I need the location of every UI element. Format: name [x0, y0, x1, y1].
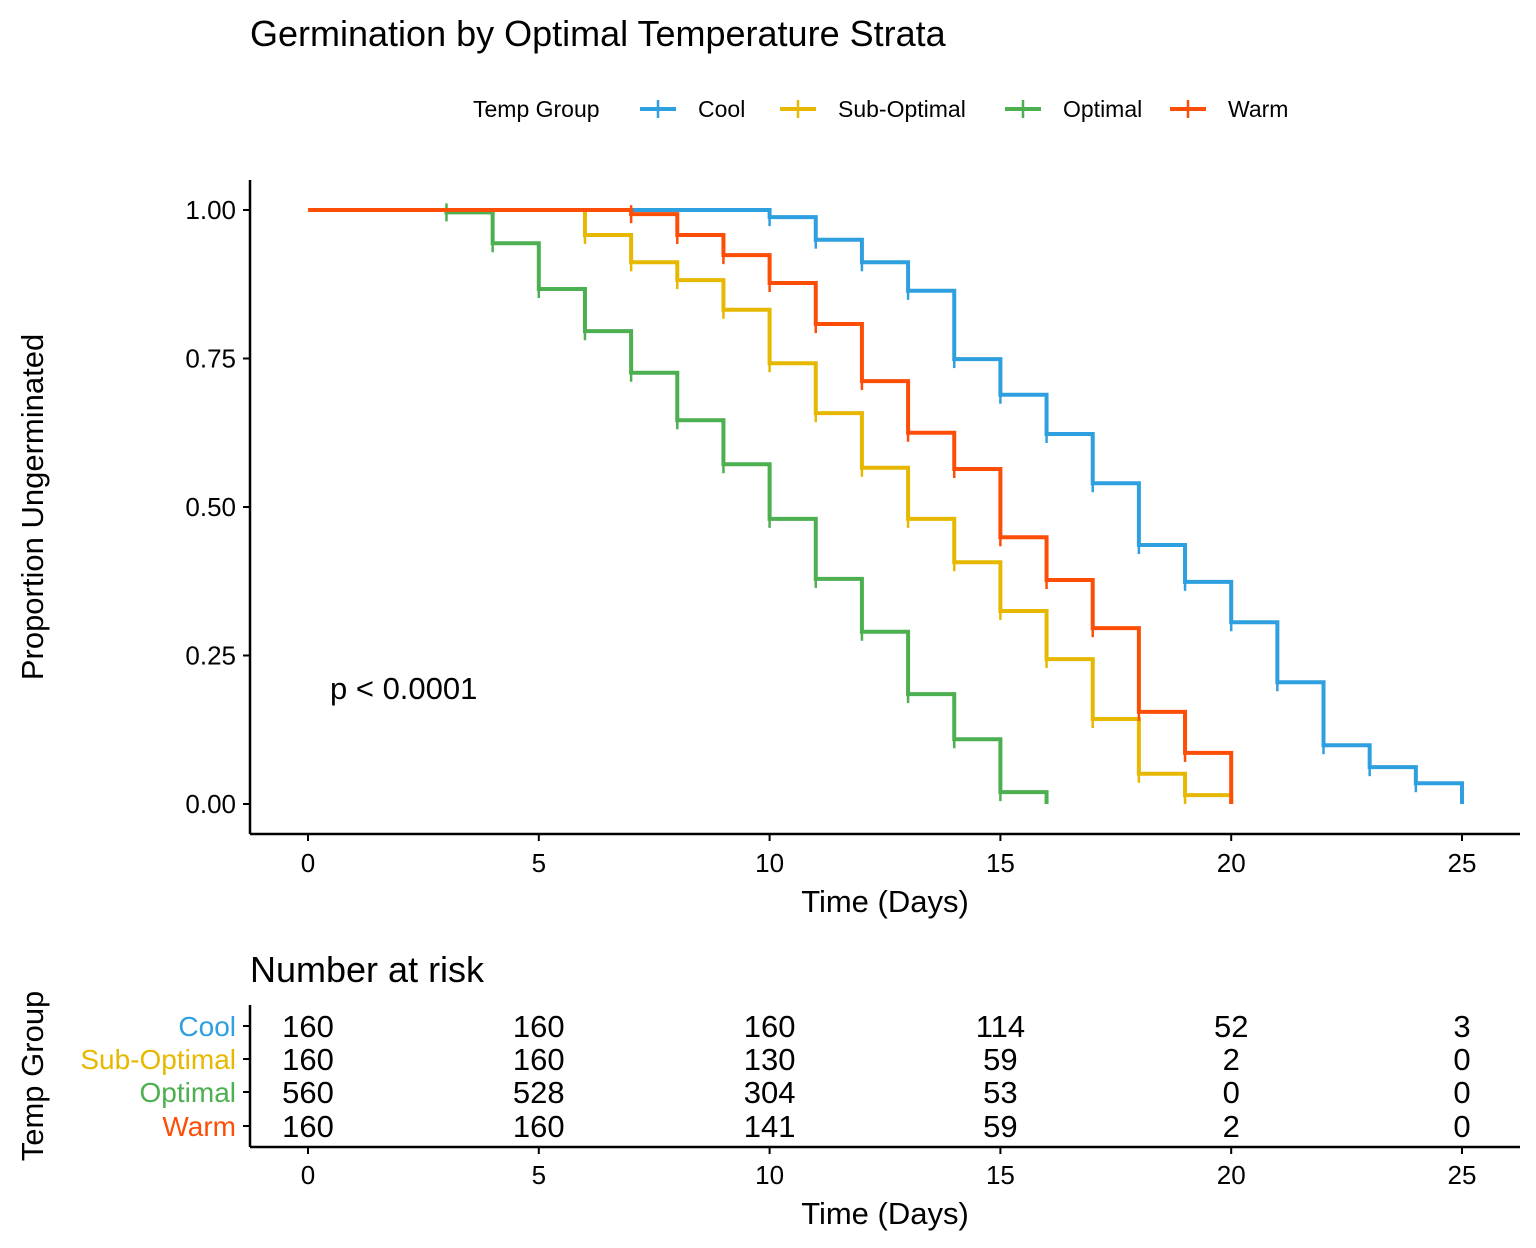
series-line-optimal	[308, 208, 1049, 804]
risk-count: 59	[983, 1109, 1017, 1144]
risk-count: 160	[744, 1009, 796, 1044]
risk-count: 0	[1453, 1042, 1470, 1077]
risk-row-label: Optimal	[140, 1077, 236, 1108]
risk-count: 304	[744, 1075, 796, 1110]
risk-count: 3	[1453, 1009, 1470, 1044]
x-tick-label: 20	[1217, 848, 1246, 878]
risk-x-tick-label: 10	[755, 1160, 784, 1190]
risk-count: 2	[1223, 1109, 1240, 1144]
x-tick-label: 5	[532, 848, 546, 878]
legend: Temp Group Cool Sub-Optimal Optimal Warm	[473, 96, 1288, 122]
risk-count: 0	[1453, 1075, 1470, 1110]
x-tick-label: 15	[986, 848, 1015, 878]
risk-count: 160	[282, 1109, 334, 1144]
y-tick-label: 0.75	[185, 344, 236, 374]
risk-row-label: Sub-Optimal	[80, 1044, 236, 1075]
y-tick-label: 0.50	[185, 492, 236, 522]
risk-count: 0	[1223, 1075, 1240, 1110]
x-tick-label: 10	[755, 848, 784, 878]
risk-count: 52	[1214, 1009, 1248, 1044]
y-axis-label: Proportion Ungerminated	[15, 334, 50, 680]
risk-count: 114	[976, 1009, 1025, 1044]
legend-label: Optimal	[1063, 96, 1142, 122]
risk-count: 0	[1453, 1109, 1470, 1144]
risk-table-title: Number at risk	[250, 949, 485, 990]
risk-count: 160	[282, 1042, 334, 1077]
y-tick-label: 0.00	[185, 789, 236, 819]
x-tick-label: 0	[301, 848, 315, 878]
risk-count: 160	[513, 1042, 565, 1077]
risk-count: 160	[282, 1009, 334, 1044]
chart-title: Germination by Optimal Temperature Strat…	[250, 13, 947, 54]
risk-count: 160	[513, 1109, 565, 1144]
risk-count: 528	[513, 1075, 565, 1110]
risk-x-tick-label: 20	[1217, 1160, 1246, 1190]
risk-count: 2	[1223, 1042, 1240, 1077]
risk-row-label: Cool	[178, 1011, 236, 1042]
risk-y-axis-label: Temp Group	[15, 991, 50, 1162]
x-tick-label: 25	[1448, 848, 1477, 878]
risk-count: 53	[983, 1075, 1017, 1110]
risk-x-tick-label: 0	[301, 1160, 315, 1190]
legend-label: Sub-Optimal	[838, 96, 966, 122]
p-value-annotation: p < 0.0001	[330, 671, 477, 706]
risk-x-axis-label: Time (Days)	[801, 1196, 969, 1231]
risk-count: 141	[744, 1109, 796, 1144]
y-tick-label: 1.00	[185, 195, 236, 225]
risk-count: 130	[744, 1042, 796, 1077]
x-axis-label: Time (Days)	[801, 884, 969, 919]
legend-label: Warm	[1228, 96, 1288, 122]
y-tick-label: 0.25	[185, 641, 236, 671]
legend-label: Cool	[698, 96, 745, 122]
risk-row-label: Warm	[162, 1111, 236, 1142]
risk-x-tick-label: 5	[532, 1160, 546, 1190]
series-line-cool	[308, 208, 1464, 804]
risk-count: 160	[513, 1009, 565, 1044]
risk-count: 59	[983, 1042, 1017, 1077]
risk-x-tick-label: 25	[1448, 1160, 1477, 1190]
plot-panel: 0.00 0.25 0.50 0.75 1.00 0 5 10 15 20 25	[185, 180, 1520, 878]
risk-x-tick-label: 15	[986, 1160, 1015, 1190]
risk-count: 560	[282, 1075, 334, 1110]
legend-title: Temp Group	[473, 96, 600, 122]
